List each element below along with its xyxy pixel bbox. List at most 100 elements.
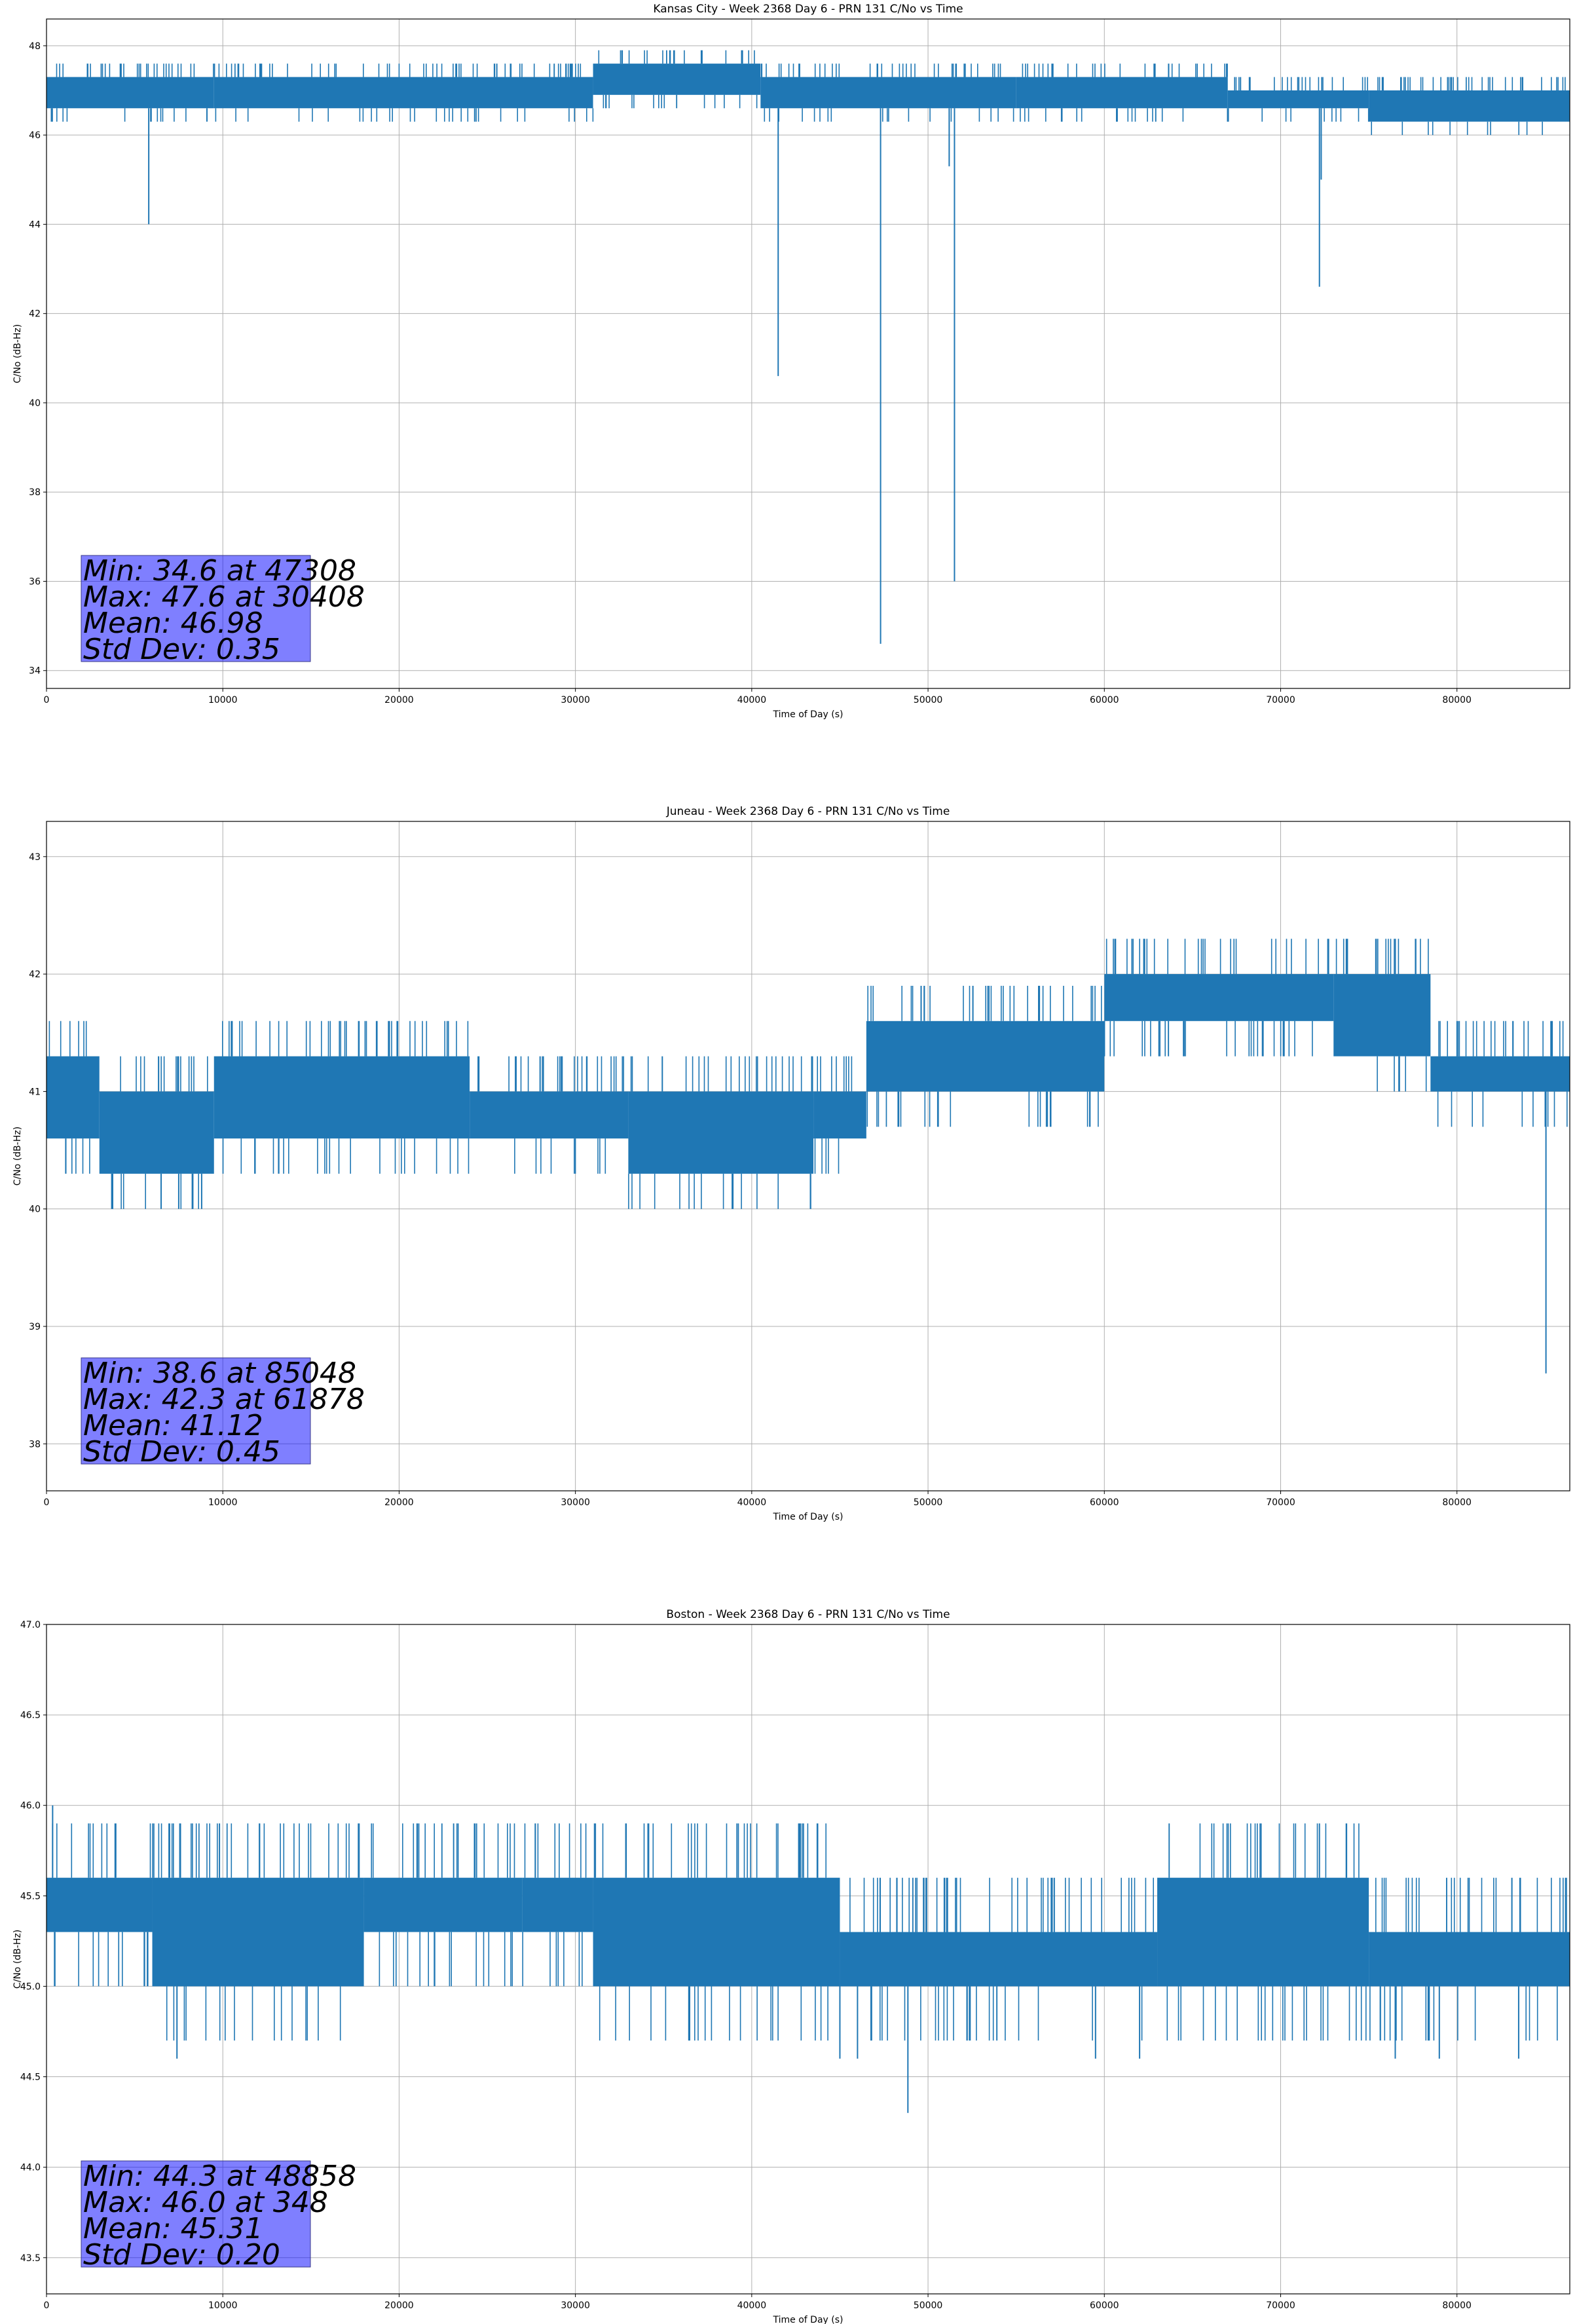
x-tick-label: 30000: [561, 2300, 590, 2311]
data-series: [46, 939, 1570, 1374]
x-axis-label: Time of Day (s): [773, 709, 844, 720]
data-noise: [477, 1056, 624, 1174]
stats-line: Mean: 45.31: [83, 2212, 263, 2245]
y-tick-label: 45.5: [20, 1891, 41, 1902]
data-band: [99, 1091, 214, 1174]
data-noise: [1166, 1823, 1367, 2041]
x-tick-label: 70000: [1266, 695, 1295, 705]
data-noise: [1437, 1021, 1568, 1127]
data-noise: [814, 1056, 853, 1174]
x-tick-label: 20000: [384, 1497, 414, 1508]
y-tick-label: 44.0: [20, 2163, 41, 2173]
x-tick-label: 0: [44, 2300, 50, 2311]
data-band: [593, 64, 761, 95]
y-tick-label: 44.5: [20, 2072, 41, 2083]
stats-line: Min: 34.6 at 47308: [83, 554, 356, 588]
data-band: [628, 1091, 814, 1174]
data-noise: [48, 1021, 90, 1174]
x-tick-label: 80000: [1442, 1497, 1472, 1508]
data-band: [522, 1877, 593, 1932]
data-series: [46, 1805, 1570, 2113]
stats-box-background: [81, 555, 311, 662]
data-noise: [1369, 1877, 1567, 2041]
stats-line: Std Dev: 0.20: [83, 2238, 280, 2272]
stats-line: Min: 38.6 at 85048: [83, 1357, 356, 1390]
data-band: [1157, 1877, 1369, 1987]
data-band: [470, 1091, 629, 1139]
axes-frame: [46, 1624, 1570, 2295]
x-tick-label: 70000: [1266, 2300, 1295, 2311]
data-band: [1369, 90, 1570, 122]
stats-line: Mean: 46.98: [83, 607, 263, 640]
x-tick-label: 20000: [384, 2300, 414, 2311]
data-noise: [1335, 939, 1429, 1092]
data-noise: [1104, 939, 1329, 1057]
chart-panel: Boston - Week 2368 Day 6 - PRN 131 C/No …: [12, 1608, 1570, 2324]
x-tick-label: 80000: [1442, 695, 1472, 705]
stats-line: Max: 47.6 at 30408: [83, 580, 365, 614]
x-tick-label: 30000: [561, 1497, 590, 1508]
data-noise: [593, 1823, 828, 2041]
data-band: [1430, 1056, 1570, 1092]
data-series: [46, 50, 1570, 644]
x-tick-label: 20000: [384, 695, 414, 705]
x-tick-label: 50000: [914, 2300, 943, 2311]
x-tick-label: 40000: [737, 2300, 767, 2311]
stats-box-background: [81, 1357, 311, 1465]
y-tick-label: 40: [29, 398, 41, 409]
x-tick-label: 60000: [1090, 695, 1119, 705]
y-tick-label: 38: [29, 487, 41, 498]
data-band: [866, 1021, 1105, 1092]
y-tick-label: 46.5: [20, 1710, 41, 1721]
x-tick-label: 10000: [208, 1497, 238, 1508]
data-band: [593, 1877, 840, 1987]
data-band: [46, 1877, 153, 1932]
data-band: [213, 77, 593, 109]
data-noise: [213, 64, 594, 122]
data-band: [363, 1877, 523, 1932]
data-noise: [522, 1823, 587, 1987]
data-band: [1104, 974, 1334, 1021]
y-tick-label: 46.0: [20, 1801, 41, 1811]
x-tick-label: 70000: [1266, 1497, 1295, 1508]
x-tick-label: 40000: [737, 1497, 767, 1508]
y-tick-label: 36: [29, 576, 41, 587]
x-tick-label: 40000: [737, 695, 767, 705]
data-band: [1369, 1932, 1570, 1987]
stats-line: Std Dev: 0.35: [83, 633, 280, 666]
stats-line: Std Dev: 0.45: [83, 1435, 280, 1469]
y-tick-label: 47.0: [20, 1620, 41, 1630]
data-band: [1227, 90, 1369, 109]
data-band: [1016, 77, 1228, 109]
x-tick-label: 10000: [208, 2300, 238, 2311]
x-tick-label: 0: [44, 695, 50, 705]
y-tick-label: 40: [29, 1205, 41, 1215]
x-tick-label: 60000: [1090, 2300, 1119, 2311]
y-tick-label: 38: [29, 1439, 41, 1450]
y-tick-label: 45.0: [20, 1981, 41, 1992]
y-tick-label: 42: [29, 309, 41, 320]
y-tick-label: 34: [29, 666, 41, 677]
data-band: [760, 77, 1016, 109]
x-tick-label: 80000: [1442, 2300, 1472, 2311]
axes-frame: [46, 821, 1570, 1491]
data-noise: [1371, 77, 1566, 136]
x-tick-label: 60000: [1090, 1497, 1119, 1508]
data-noise: [866, 986, 1102, 1127]
stats-line: Max: 46.0 at 348: [83, 2186, 328, 2219]
y-tick-label: 41: [29, 1087, 41, 1097]
x-tick-label: 50000: [914, 1497, 943, 1508]
y-tick-label: 43.5: [20, 2253, 41, 2264]
data-band: [1333, 974, 1431, 1057]
data-noise: [371, 1823, 515, 1987]
axes-frame: [46, 18, 1570, 689]
chart-title: Kansas City - Week 2368 Day 6 - PRN 131 …: [653, 3, 963, 16]
data-noise: [598, 50, 758, 109]
x-axis-label: Time of Day (s): [773, 1512, 844, 1522]
chart-panel: Juneau - Week 2368 Day 6 - PRN 131 C/No …: [12, 805, 1570, 1522]
data-noise: [628, 1056, 813, 1209]
y-axis-label: C/No (dB-Hz): [12, 324, 23, 383]
